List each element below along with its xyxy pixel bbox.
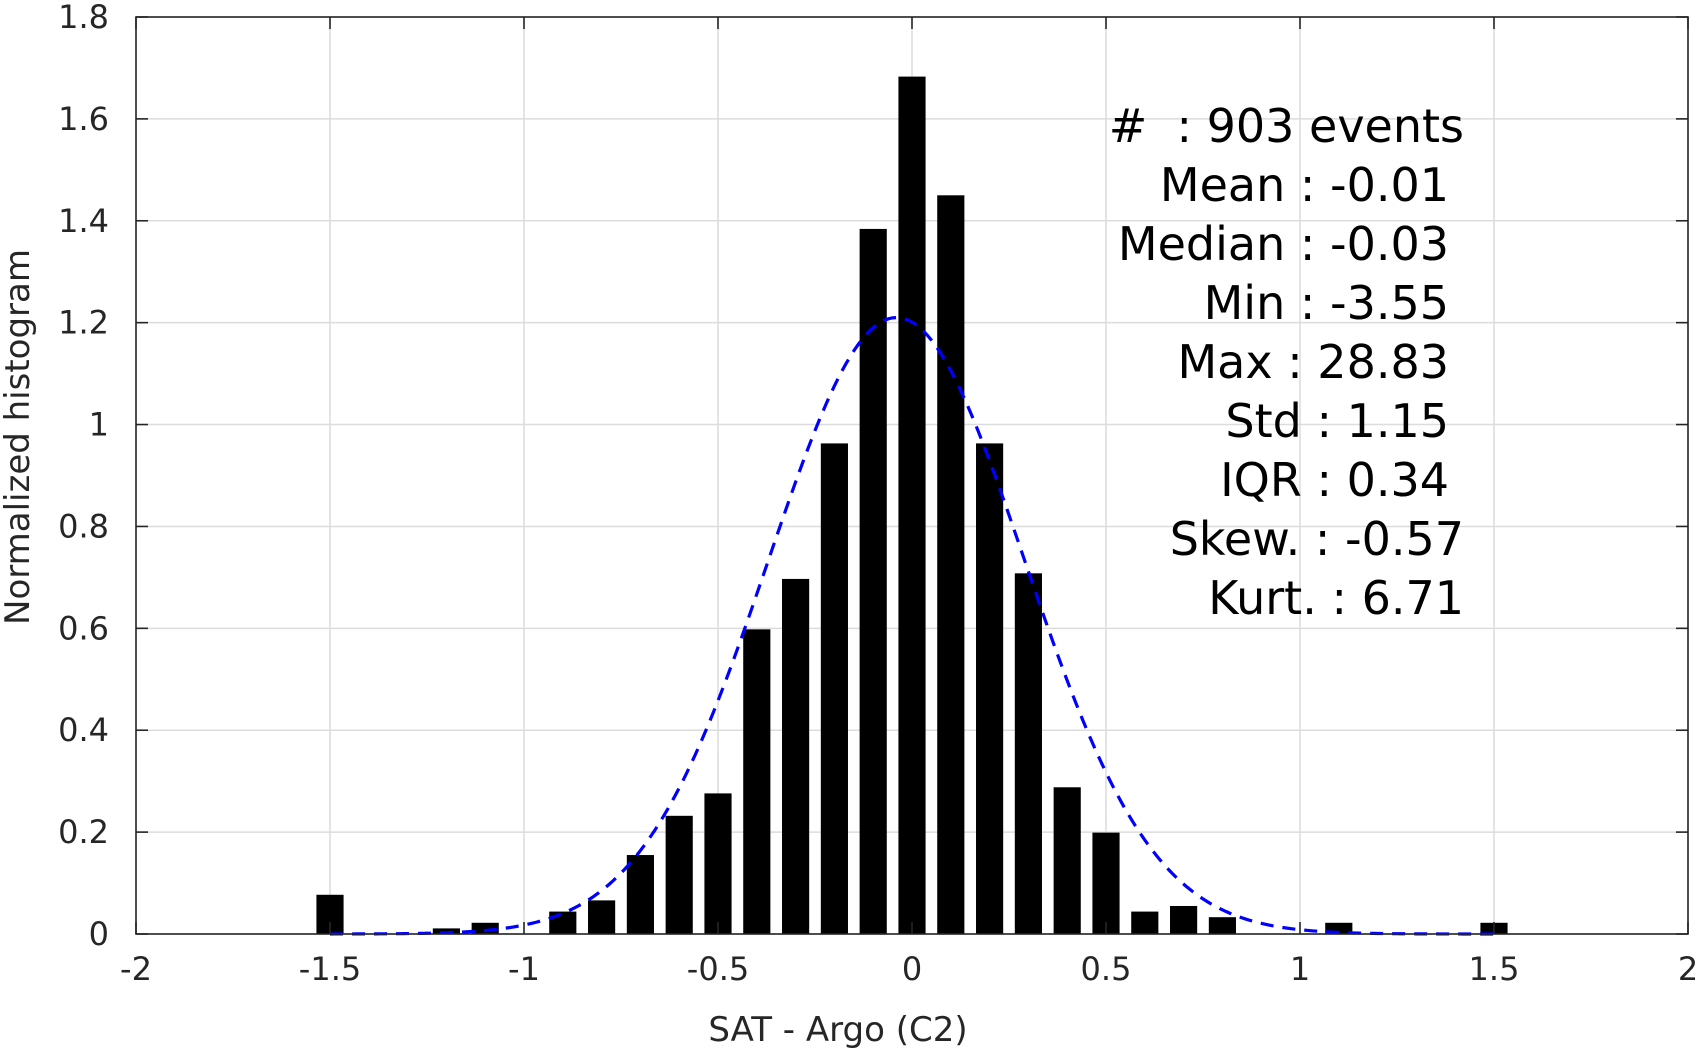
histogram-bar-3: [549, 911, 577, 934]
histogram-bar-14: [976, 443, 1004, 934]
y-tick-label-9: 1.8: [58, 0, 109, 36]
stat-min: Min : -3.55: [1204, 276, 1449, 330]
histogram-bar-9: [782, 578, 810, 934]
x-tick-label-8: 2: [1678, 950, 1698, 988]
histogram-bar-16: [1053, 787, 1081, 934]
histogram-bar-6: [665, 815, 693, 934]
y-axis-label: Normalized histogram: [0, 249, 38, 625]
y-tick-label-3: 0.6: [58, 609, 109, 647]
histogram-bar-19: [1170, 905, 1198, 934]
stat-max: Max : 28.83: [1177, 335, 1449, 389]
histogram-bar-4: [588, 900, 616, 934]
stat-count: # : 903 events: [1109, 99, 1464, 153]
histogram-bar-8: [743, 629, 771, 934]
histogram-bar-20: [1208, 917, 1236, 934]
histogram-bar-11: [859, 228, 887, 934]
y-tick-labels: 0 0.2 0.4 0.6 0.8 1 1.2 1.4 1.6 1.8: [58, 0, 109, 953]
stat-mean: Mean : -0.01: [1160, 158, 1449, 212]
x-tick-label-4: 0: [902, 950, 922, 988]
histogram-bar-15: [1014, 573, 1042, 934]
histogram-bar-7: [704, 793, 732, 934]
gaussian-fit-curve: [329, 315, 1494, 936]
histogram-bar-5: [626, 855, 654, 934]
stat-kurt: Kurt. : 6.71: [1208, 571, 1464, 625]
fit-curve-group: [329, 315, 1494, 936]
histogram-bar-18: [1131, 911, 1159, 934]
x-tick-label-0: -2: [120, 950, 152, 988]
x-tick-label-3: -0.5: [687, 950, 749, 988]
stat-std: Std : 1.15: [1225, 394, 1449, 448]
x-tick-label-6: 1: [1290, 950, 1310, 988]
x-tick-labels: -2 -1.5 -1 -0.5 0 0.5 1 1.5 2: [120, 950, 1698, 988]
stat-skew: Skew. : -0.57: [1170, 512, 1464, 566]
x-tick-label-1: -1.5: [299, 950, 361, 988]
y-tick-label-8: 1.6: [58, 100, 109, 138]
x-tick-label-7: 1.5: [1469, 950, 1520, 988]
y-tick-label-2: 0.4: [58, 711, 109, 749]
x-tick-label-5: 0.5: [1081, 950, 1132, 988]
histogram-bar-2: [471, 922, 499, 934]
y-tick-label-0: 0: [89, 915, 109, 953]
stat-iqr: IQR : 0.34: [1220, 453, 1449, 507]
statistics-annotation: # : 903 events Mean : -0.01 Median : -0.…: [1109, 99, 1464, 625]
histogram-bar-12: [898, 76, 926, 935]
histogram-bar-13: [937, 195, 965, 935]
plot-axes: [135, 16, 1689, 935]
histogram-bar-17: [1092, 832, 1120, 934]
histogram-bar-10: [820, 443, 848, 934]
histogram-bar-21: [1325, 922, 1353, 934]
y-tick-label-4: 0.8: [58, 507, 109, 545]
x-axis-label: SAT - Argo (C2): [708, 1010, 967, 1050]
histogram-bars: [316, 76, 1508, 935]
x-tick-label-2: -1: [508, 950, 540, 988]
y-tick-label-7: 1.4: [58, 202, 109, 240]
y-tick-label-5: 1: [89, 406, 109, 444]
y-tick-label-6: 1.2: [58, 304, 109, 342]
stat-median: Median : -0.03: [1118, 217, 1449, 271]
y-tick-label-1: 0.2: [58, 813, 109, 851]
